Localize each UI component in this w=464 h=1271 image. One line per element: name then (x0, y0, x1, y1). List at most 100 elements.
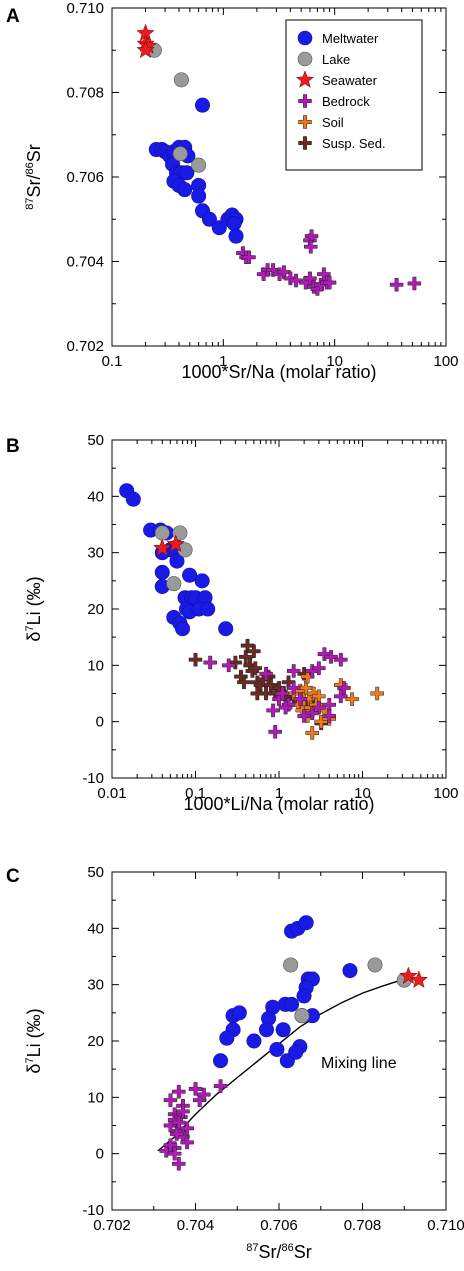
panel-c-marks (159, 915, 429, 1171)
panel-b-point-meltwater (182, 567, 198, 583)
panel-c-ytick-label: 50 (87, 864, 104, 881)
panel-c-point-meltwater (284, 996, 300, 1012)
panel-b-point-bedrock (286, 664, 301, 678)
panel-c-point-meltwater (246, 1033, 262, 1049)
panel-c-point-bedrock (180, 1121, 194, 1136)
panel-b-label: B (6, 436, 20, 457)
panel-c-point-seawater (409, 970, 429, 989)
panel-a-point-meltwater (177, 182, 193, 198)
panel-b-ytick-label: 30 (87, 545, 104, 562)
panel-c-ylabel-post: Li (‰) (24, 1008, 44, 1057)
panel-a-point-meltwater (226, 215, 242, 231)
panel-b-point-meltwater (200, 601, 216, 617)
panel-c-point-meltwater (296, 988, 312, 1004)
panel-b-point-bedrock (266, 703, 280, 718)
panel-c-xlabel-mid: Sr/ (258, 1242, 281, 1262)
panel-b-ylabel: δ7Li (‰) (24, 576, 44, 641)
panel-c-ytick-label: 20 (87, 1033, 104, 1050)
legend-marker-meltwater (297, 30, 313, 46)
panel-c-point-meltwater (342, 963, 358, 979)
panel-a-point-bedrock (389, 277, 404, 292)
panel-b-ytick-label: 50 (87, 432, 104, 449)
panel-b-point-bedrock (312, 661, 326, 675)
panel-b-xlabel: 1000*Li/Na (molar ratio) (183, 794, 374, 814)
panel-b-xtick-label: 10 (354, 785, 371, 802)
panel-c-point-meltwater (258, 1022, 274, 1038)
panel-c-point-meltwater (219, 1030, 235, 1046)
panel-c-ylabel-delta: δ (24, 1064, 44, 1074)
panel-c-point-bedrock (169, 1127, 184, 1141)
panel-c-xlabel-post: Sr (294, 1242, 312, 1262)
panel-b-ylabel-post: Li (‰) (24, 576, 44, 625)
panel-a-point-bedrock (304, 239, 318, 254)
panel-b-point-meltwater (175, 621, 191, 637)
legend-marker-bedrock (298, 94, 312, 108)
panel-b-point-susp-sed (237, 675, 251, 689)
panel-c-axes: -10 0 10 20 30 40 50 0.702 0.704 0.706 0.708 0.710 (82, 864, 464, 1234)
panel-b-xtick-label: 1 (275, 785, 283, 802)
panel-a-point-bedrock (289, 273, 303, 288)
panel-b-point-meltwater (194, 573, 210, 589)
panel-b-point-bedrock (203, 655, 217, 670)
panel-b-point-bedrock (293, 692, 308, 706)
panel-b-point-susp-sed (250, 686, 265, 701)
legend: Meltwater Lake Seawater Bedrock Soil Sus… (285, 19, 423, 171)
panel-b-marks (119, 483, 384, 740)
panel-c-label: C (6, 866, 20, 887)
panel-b-point-bedrock (281, 698, 296, 712)
panel-b-point-susp-sed (188, 652, 203, 667)
panel-b-point-bedrock (322, 709, 337, 723)
legend-label-meltwater: Meltwater (322, 31, 379, 46)
panel-b-point-lake (154, 525, 170, 541)
panel-b-point-meltwater (154, 564, 170, 580)
panel-c-xtick-label: 0.708 (344, 1217, 382, 1234)
panel-b-ylabel-sup: 7 (24, 625, 36, 631)
panel-a-label: A (6, 6, 20, 27)
panel-b-point-bedrock (312, 700, 326, 715)
legend-label-lake: Lake (322, 52, 350, 67)
panel-b-point-bedrock (221, 658, 236, 673)
panel-c-frame (111, 871, 447, 1211)
legend-marker-seawater (295, 70, 315, 88)
panel-a-point-bedrock (242, 250, 256, 265)
panel-c-xlabel-sup2: 86 (282, 1242, 294, 1254)
panel-b-ylabel-delta: δ (24, 632, 44, 642)
panel-a-ytick-label: 0.704 (66, 254, 104, 271)
panel-a-point-bedrock (407, 276, 422, 291)
panel-b-point-bedrock (286, 681, 301, 695)
panel-c: C -10 0 10 20 30 40 50 0.702 0.704 0.706 0.708 0.71… (6, 864, 464, 1262)
panel-a-ytick-label: 0.710 (66, 0, 104, 17)
panel-a-point-lake (191, 157, 207, 173)
legend-box (285, 19, 423, 171)
panel-a-ylabel-post: Sr (24, 144, 44, 162)
legend-label-bedrock: Bedrock (322, 94, 370, 109)
panel-a-axes: 0.702 0.704 0.706 0.708 0.710 0.1 1 10 100 (66, 0, 458, 370)
legend-marker-lake (297, 51, 313, 67)
panel-c-point-meltwater (213, 1053, 229, 1069)
panel-b-point-bedrock (317, 647, 332, 661)
panel-b-point-seawater (153, 538, 172, 557)
panel-a-marks (136, 23, 422, 296)
panel-c-point-bedrock (176, 1104, 190, 1119)
panel-a-ylabel-sup2: 86 (24, 162, 36, 174)
panel-b-point-bedrock (259, 667, 273, 681)
panel-b-point-bedrock (268, 725, 282, 739)
panel-b-point-lake (166, 576, 182, 592)
panel-b-point-soil (300, 669, 315, 684)
panel-a-point-lake (172, 146, 188, 162)
panel-a-point-bedrock (266, 263, 280, 277)
panel-c-point-bedrock (180, 1135, 194, 1150)
panel-b-ytick-label: 20 (87, 601, 104, 618)
panel-a-point-seawater (136, 40, 155, 59)
panel-c-point-lake (294, 1008, 310, 1024)
panel-b: B -10 0 10 20 30 40 50 0.01 0.1 1 10 100 1000*Li/Na… (6, 432, 459, 814)
panel-a-ytick-label: 0.702 (66, 338, 104, 355)
panel-a-point-meltwater (191, 188, 207, 204)
panel-b-ytick-label: 40 (87, 488, 104, 505)
panel-b-point-bedrock (278, 700, 293, 715)
panel-a-point-lake (173, 72, 189, 88)
panel-c-point-bedrock (188, 1082, 203, 1096)
panel-a-point-bedrock (256, 267, 271, 281)
panel-a-ylabel-mid: Sr/ (24, 174, 44, 197)
legend-label-susp-sed: Susp. Sed. (322, 136, 386, 151)
